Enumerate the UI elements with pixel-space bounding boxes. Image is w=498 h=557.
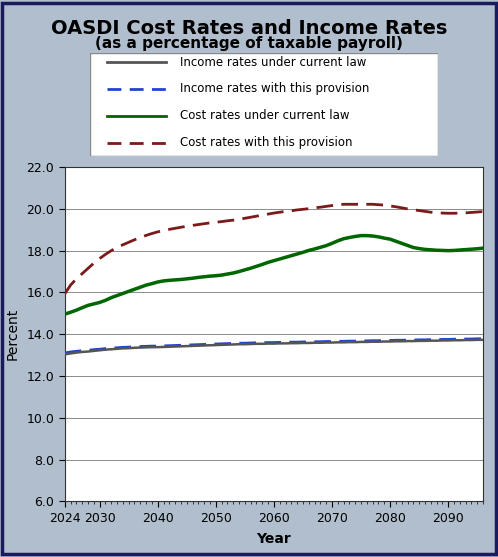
Text: Cost rates with this provision: Cost rates with this provision — [180, 136, 353, 149]
Y-axis label: Percent: Percent — [5, 308, 19, 360]
Text: Income rates with this provision: Income rates with this provision — [180, 82, 370, 95]
Text: Income rates under current law: Income rates under current law — [180, 56, 367, 69]
Text: Cost rates under current law: Cost rates under current law — [180, 109, 350, 123]
Text: (as a percentage of taxable payroll): (as a percentage of taxable payroll) — [95, 36, 403, 51]
X-axis label: Year: Year — [256, 532, 291, 546]
Text: OASDI Cost Rates and Income Rates: OASDI Cost Rates and Income Rates — [51, 19, 447, 38]
FancyBboxPatch shape — [90, 53, 438, 156]
